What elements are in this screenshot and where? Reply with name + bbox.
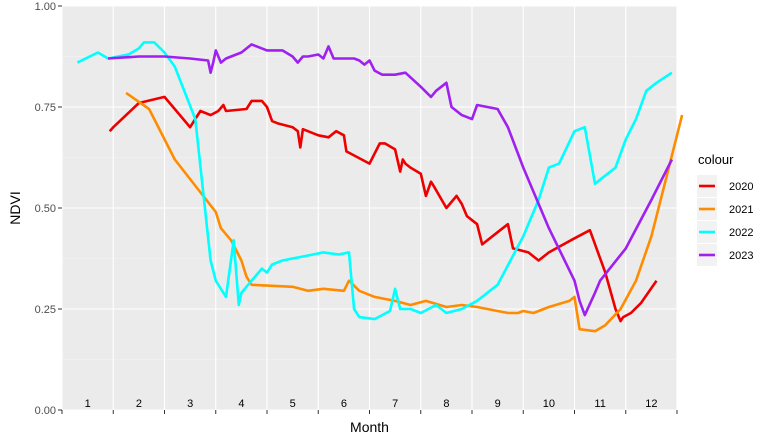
series-line-2022 — [76, 41, 673, 321]
y-tick-label: 0.25 — [35, 304, 56, 316]
y-axis: 0.00 0.25 0.50 0.75 1.00 — [35, 1, 62, 417]
y-tick-label: 0.00 — [35, 405, 56, 417]
month-label: 1 — [85, 398, 91, 410]
y-axis-title: NDVI — [7, 191, 23, 224]
y-tick-label: 1.00 — [35, 1, 56, 13]
legend-label-2023: 2023 — [729, 250, 753, 262]
month-label: 4 — [238, 398, 244, 410]
legend-label-2022: 2022 — [729, 227, 753, 239]
legend-label-2021: 2021 — [729, 204, 753, 216]
month-label: 6 — [341, 398, 347, 410]
month-label: 11 — [594, 398, 605, 410]
series-line-2023 — [108, 43, 674, 317]
y-tick-label: 0.50 — [35, 203, 56, 215]
month-label: 12 — [645, 398, 657, 410]
x-axis — [61, 410, 678, 414]
legend-label-2020: 2020 — [729, 181, 753, 193]
series-lines — [76, 41, 684, 333]
month-label: 3 — [187, 398, 193, 410]
legend-title: colour — [698, 152, 734, 167]
month-label: 9 — [495, 398, 501, 410]
x-axis-title: Month — [350, 419, 389, 435]
series-line-2020 — [108, 95, 658, 323]
month-labels: 1 2 3 4 5 6 7 8 9 10 11 12 — [85, 398, 658, 410]
y-tick-label: 0.75 — [35, 102, 56, 114]
month-label: 2 — [136, 398, 142, 410]
legend: colour 2020 2021 2022 2023 — [697, 152, 753, 266]
month-label: 10 — [543, 398, 555, 410]
month-label: 7 — [392, 398, 398, 410]
series-line-2021 — [125, 91, 684, 333]
month-label: 5 — [290, 398, 296, 410]
month-label: 8 — [443, 398, 449, 410]
